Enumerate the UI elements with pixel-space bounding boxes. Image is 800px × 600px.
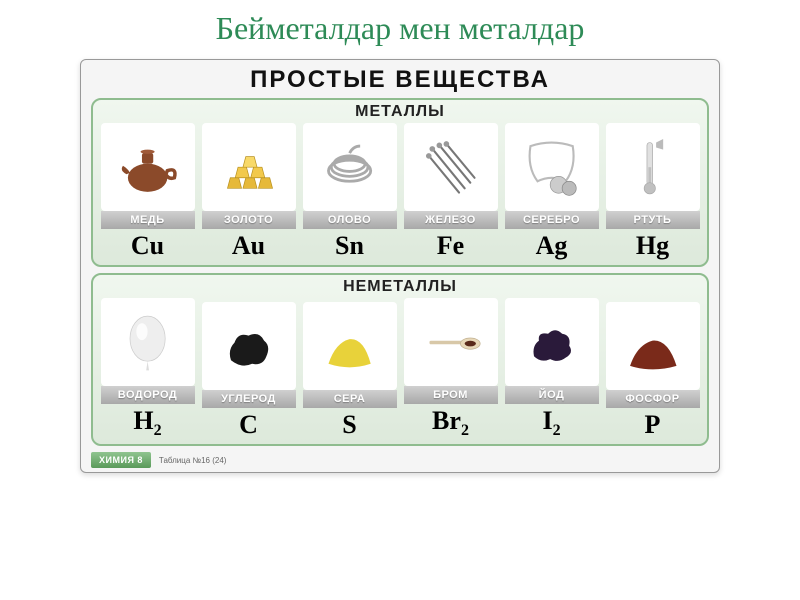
label-tin: ОЛОВО	[303, 211, 397, 229]
label-silver: СЕРЕБРО	[505, 211, 599, 229]
section-metals: МЕТАЛЛЫ МЕДЬ Cu ЗОЛОТО Au ОЛОВ	[91, 98, 709, 267]
symbol-iron: Fe	[437, 231, 464, 261]
cell-copper: МЕДЬ Cu	[97, 123, 198, 261]
cell-gold: ЗОЛОТО Au	[198, 123, 299, 261]
silver-chain-coins-icon	[505, 123, 599, 211]
section-title-metals: МЕТАЛЛЫ	[93, 100, 707, 123]
label-sulfur: СЕРА	[303, 390, 397, 408]
label-gold: ЗОЛОТО	[202, 211, 296, 229]
table-number: Таблица №16 (24)	[159, 456, 227, 465]
symbol-gold: Au	[232, 231, 265, 261]
symbol-mercury: Hg	[636, 231, 669, 261]
section-nonmetals: НЕМЕТАЛЛЫ ВОДОРОД H2 УГЛЕРОД C	[91, 273, 709, 446]
carbon-coal-icon	[202, 302, 296, 390]
cell-silver: СЕРЕБРО Ag	[501, 123, 602, 261]
label-copper: МЕДЬ	[101, 211, 195, 229]
copper-teapot-icon	[101, 123, 195, 211]
symbol-carbon: C	[239, 410, 258, 440]
label-bromine: БРОМ	[404, 386, 498, 404]
symbol-hydrogen: H2	[133, 406, 161, 440]
label-mercury: РТУТЬ	[606, 211, 700, 229]
symbol-phosphorus: P	[645, 410, 661, 440]
cell-iodine: ЙОД I2	[501, 298, 602, 440]
sulfur-powder-icon	[303, 302, 397, 390]
cell-bromine: БРОМ Br2	[400, 298, 501, 440]
poster-footer: ХИМИЯ 8 Таблица №16 (24)	[91, 452, 709, 468]
grade-badge: ХИМИЯ 8	[91, 452, 151, 468]
metals-grid: МЕДЬ Cu ЗОЛОТО Au ОЛОВО Sn	[93, 123, 707, 265]
symbol-silver: Ag	[536, 231, 568, 261]
section-title-nonmetals: НЕМЕТАЛЛЫ	[93, 275, 707, 298]
label-phosphorus: ФОСФОР	[606, 390, 700, 408]
cell-tin: ОЛОВО Sn	[299, 123, 400, 261]
cell-hydrogen: ВОДОРОД H2	[97, 298, 198, 440]
cell-carbon: УГЛЕРОД C	[198, 298, 299, 440]
cell-iron: ЖЕЛЕЗО Fe	[400, 123, 501, 261]
cell-mercury: РТУТЬ Hg	[602, 123, 703, 261]
gold-bars-icon	[202, 123, 296, 211]
hydrogen-balloon-icon	[101, 298, 195, 386]
phosphorus-powder-icon	[606, 302, 700, 390]
poster: ПРОСТЫЕ ВЕЩЕСТВА МЕТАЛЛЫ МЕДЬ Cu ЗОЛОТО …	[80, 59, 720, 473]
label-iodine: ЙОД	[505, 386, 599, 404]
iron-nails-icon	[404, 123, 498, 211]
tin-wire-coil-icon	[303, 123, 397, 211]
mercury-thermometer-icon	[606, 123, 700, 211]
label-hydrogen: ВОДОРОД	[101, 386, 195, 404]
label-iron: ЖЕЛЕЗО	[404, 211, 498, 229]
symbol-sulfur: S	[342, 410, 356, 440]
symbol-tin: Sn	[335, 231, 364, 261]
cell-phosphorus: ФОСФОР P	[602, 298, 703, 440]
symbol-iodine: I2	[542, 406, 560, 440]
symbol-copper: Cu	[131, 231, 164, 261]
bromine-spoon-icon	[404, 298, 498, 386]
nonmetals-grid: ВОДОРОД H2 УГЛЕРОД C СЕРА S	[93, 298, 707, 444]
iodine-crystals-icon	[505, 298, 599, 386]
cell-sulfur: СЕРА S	[299, 298, 400, 440]
page-title: Бейметалдар мен металдар	[216, 10, 585, 47]
poster-title: ПРОСТЫЕ ВЕЩЕСТВА	[91, 66, 709, 94]
label-carbon: УГЛЕРОД	[202, 390, 296, 408]
symbol-bromine: Br2	[432, 406, 469, 440]
